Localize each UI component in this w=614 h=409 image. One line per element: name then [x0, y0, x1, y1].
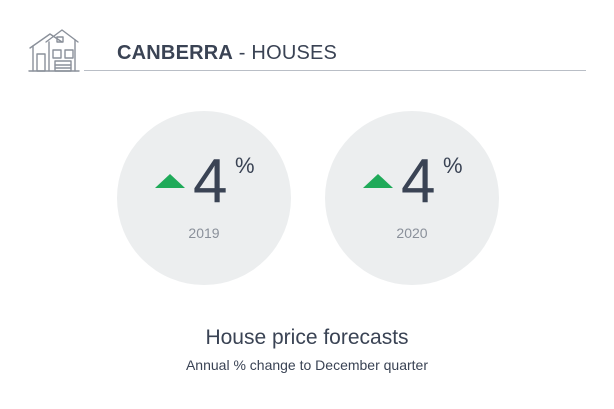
- percent-sign: %: [235, 153, 255, 178]
- percent-sign: %: [443, 153, 463, 178]
- header: CANBERRA - HOUSES: [28, 24, 586, 72]
- forecast-value: 4: [193, 147, 228, 216]
- header-divider: [84, 70, 586, 71]
- forecast-value: 4: [401, 147, 436, 216]
- property-type: HOUSES: [251, 42, 338, 64]
- title-separator: -: [233, 42, 252, 64]
- forecast-year: 2019: [188, 225, 220, 241]
- forecast-circle-2020: 4 % 2020: [325, 111, 499, 285]
- forecast-year: 2020: [396, 225, 428, 241]
- up-arrow-icon: [363, 174, 393, 188]
- caption-subtitle: Annual % change to December quarter: [185, 357, 429, 373]
- forecast-circle-2019: 4 % 2019: [117, 111, 291, 285]
- caption-title: House price forecasts: [205, 326, 409, 349]
- page-title: CANBERRA - HOUSES: [117, 42, 337, 65]
- city-name: CANBERRA: [117, 42, 234, 64]
- up-arrow-icon: [155, 174, 185, 188]
- house-icon: [28, 29, 80, 72]
